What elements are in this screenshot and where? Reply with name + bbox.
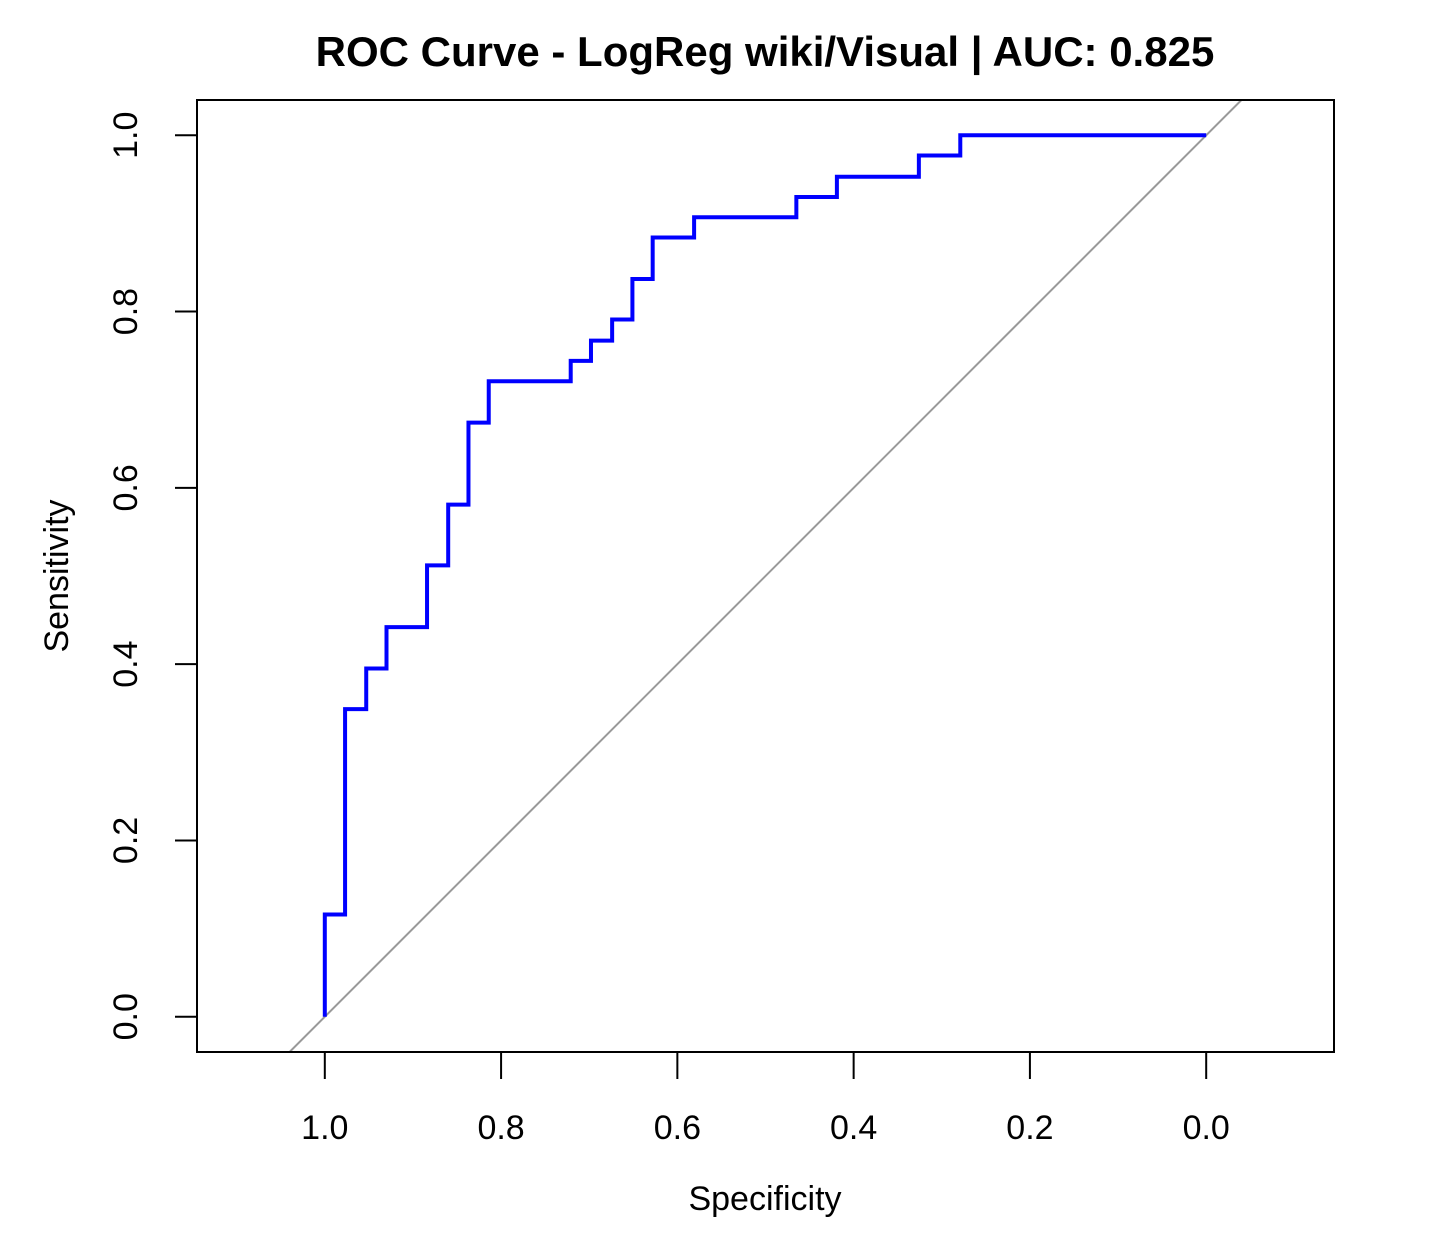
y-tick-label: 1.0 [107,112,145,159]
y-tick-label: 0.8 [107,288,145,335]
x-tick-label: 0.4 [830,1109,877,1147]
x-tick-label: 0.6 [654,1109,701,1147]
reference-diagonal-line [288,100,1243,1052]
x-tick-label: 0.2 [1006,1109,1053,1147]
x-axis-label: Specificity [688,1180,841,1218]
y-tick-label: 0.2 [107,817,145,864]
y-axis-label: Sensitivity [38,499,76,652]
roc-curve-line [322,133,1207,1017]
y-tick-label: 0.6 [107,464,145,511]
y-tick-label: 0.4 [107,641,145,688]
x-tick-label: 0.0 [1183,1109,1230,1147]
chart-title: ROC Curve - LogReg wiki/Visual | AUC: 0.… [316,28,1215,76]
x-tick-label: 0.8 [477,1109,524,1147]
x-tick-label: 1.0 [301,1109,348,1147]
y-tick-label: 0.0 [107,993,145,1040]
plot-area: 1.0 0.8 0.6 0.4 0.2 0.0 0.0 0.2 0.4 0.6 0.8 1.0 [107,99,1335,1147]
